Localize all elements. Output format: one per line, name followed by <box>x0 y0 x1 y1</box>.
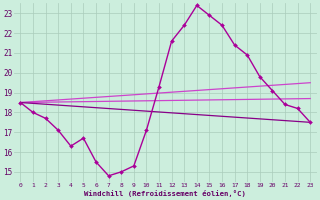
X-axis label: Windchill (Refroidissement éolien,°C): Windchill (Refroidissement éolien,°C) <box>84 190 246 197</box>
